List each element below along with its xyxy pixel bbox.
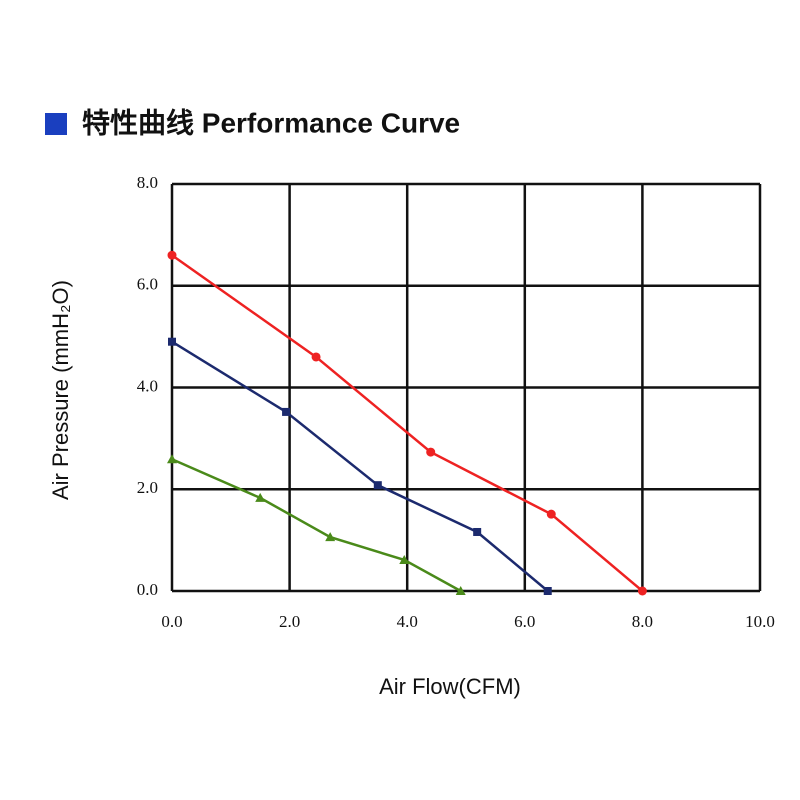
x-tick-label: 2.0 [279,612,300,631]
x-tick-label: 8.0 [632,612,653,631]
point [473,527,482,536]
data-line [171,340,549,592]
point [167,454,177,464]
data-line [171,458,462,593]
point [399,554,410,564]
point [373,481,382,490]
y-axis-label: Air Pressure (mmH₂O) [48,280,73,500]
point [282,407,291,416]
point [637,586,647,596]
point [168,337,176,346]
point [311,352,321,362]
x-tick-label: 6.0 [514,612,535,631]
y-tick-label: 0.0 [137,580,158,599]
chart-title: 特性曲线 Performance Curve [82,107,460,138]
title-icon [45,113,67,135]
point [455,586,466,595]
point [546,509,556,519]
x-tick-label: 4.0 [397,612,418,631]
point [426,447,436,457]
y-tick-label: 4.0 [137,376,158,395]
y-tick-label: 6.0 [137,275,158,294]
x-axis-label: Air Flow(CFM) [379,674,521,699]
point [167,250,177,260]
point [543,587,552,595]
point [255,492,266,502]
y-tick-label: 2.0 [137,478,158,497]
x-tick-label: 10.0 [745,612,775,631]
y-tick-label: 8.0 [137,173,158,192]
point [325,532,336,542]
x-tick-label: 0.0 [161,612,182,631]
